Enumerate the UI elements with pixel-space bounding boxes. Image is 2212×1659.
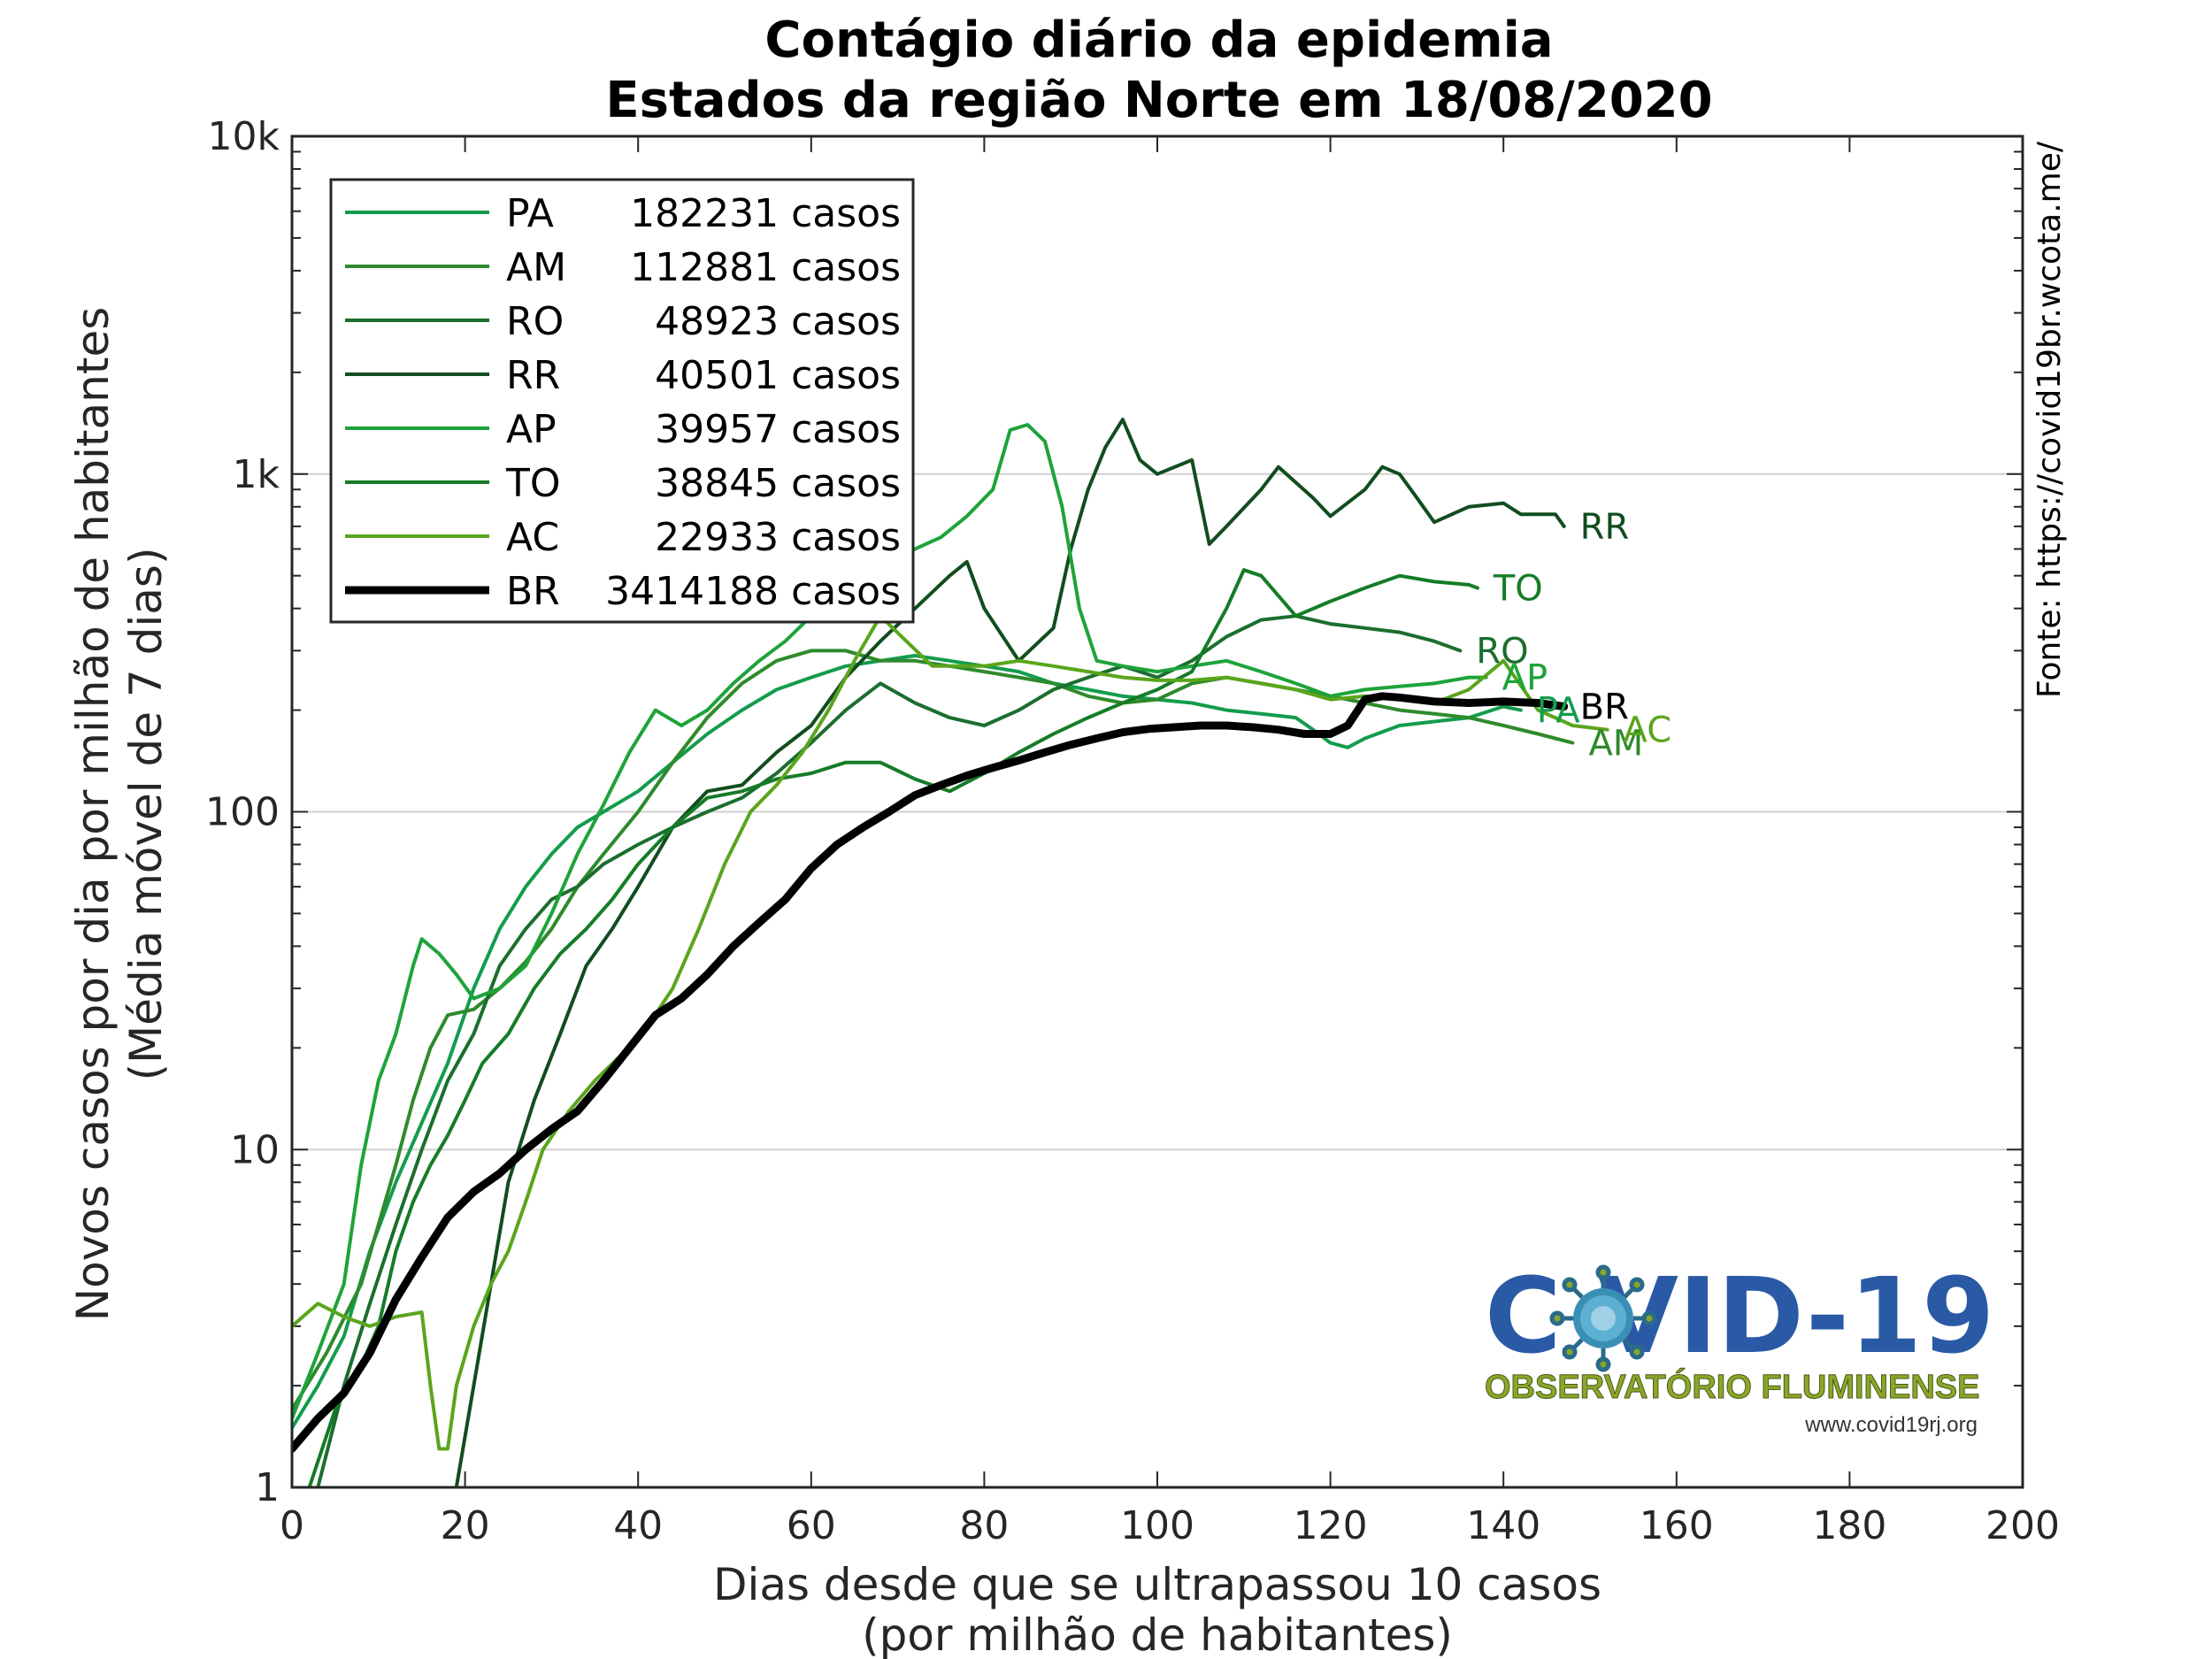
x-tick-label: 80: [959, 1503, 1009, 1548]
x-tick-label: 20: [441, 1503, 490, 1548]
legend-name-br: BR: [506, 569, 560, 614]
ticks: [291, 136, 2024, 1488]
legend-cases-ap: 39957 casos: [655, 407, 901, 452]
logo-url: www.covid19rj.org: [1804, 1413, 1978, 1437]
y-tick-label: 10: [230, 1127, 280, 1172]
end-label-ap: AP: [1502, 658, 1548, 699]
x-axis-label-line2: (por milhão de habitantes): [862, 1609, 1453, 1659]
legend-name-am: AM: [506, 245, 566, 290]
legend-cases-to: 38845 casos: [655, 461, 901, 506]
legend-cases-ac: 22933 casos: [655, 515, 901, 560]
x-axis-label: Dias desde que se ultrapassou 10 casos: [713, 1559, 1601, 1610]
legend-name-pa: PA: [506, 191, 554, 236]
legend-name-ap: AP: [506, 407, 557, 452]
x-tick-label: 40: [613, 1503, 663, 1548]
legend-cases-ro: 48923 casos: [655, 299, 901, 344]
legend-cases-rr: 40501 casos: [655, 353, 901, 398]
series-line-to: [307, 568, 1479, 1487]
x-tick-label: 140: [1466, 1503, 1540, 1548]
y-tick-label: 100: [205, 790, 280, 835]
end-label-pa: PA: [1537, 691, 1581, 732]
chart-title: Contágio diário da epidemia: [764, 12, 1553, 69]
legend-cases-am: 112881 casos: [630, 245, 901, 290]
x-tick-label: 60: [787, 1503, 836, 1548]
covid19-logo: C VID-19 OBSERVATÓRIO FLUMINENSE www.cov…: [1485, 1255, 1995, 1437]
chart-subtitle: Estados da região Norte em 18/08/2020: [605, 72, 1712, 129]
y-tick-label: 1k: [233, 452, 280, 497]
virus-icon: [1549, 1264, 1657, 1372]
series-line-br: [292, 692, 1569, 1453]
series-line-ac: [292, 614, 1609, 1451]
end-label-rr: RR: [1580, 507, 1630, 548]
end-label-to: TO: [1493, 568, 1543, 609]
legend-box: [329, 178, 915, 624]
series-line-pa: [292, 654, 1523, 1430]
logo-subtitle: OBSERVATÓRIO FLUMINENSE: [1485, 1367, 1979, 1406]
end-label-ac: AC: [1624, 710, 1672, 751]
legend-name-rr: RR: [506, 353, 560, 398]
y-axis-label: Novos casos por dia por milhão de habita…: [67, 307, 119, 1322]
plot-frame: [290, 134, 2024, 1489]
legend: PA 182231 casos AM 112881 casos RO 48923 caso…: [329, 178, 915, 624]
legend-cases-br: 3414188 casos: [605, 569, 901, 614]
x-tick-label: 180: [1812, 1503, 1886, 1548]
x-tick-label: 100: [1120, 1503, 1194, 1548]
legend-name-ro: RO: [506, 299, 564, 344]
x-tick-label: 160: [1640, 1503, 1714, 1548]
tick-labels: 1 10 100 1k 10k 0 20 40 60 80 100 120 140 160 180 200: [205, 114, 2060, 1548]
x-tick-label: 120: [1294, 1503, 1368, 1548]
end-label-br: BR: [1580, 687, 1629, 727]
legend-name-ac: AC: [506, 515, 559, 560]
source-note: Fonte: https://covid19br.wcota.me/: [2032, 141, 2068, 698]
y-axis-label-line2: (Média móvel de 7 dias): [120, 548, 172, 1081]
y-tick-label: 10k: [208, 114, 280, 159]
legend-cases-pa: 182231 casos: [630, 191, 901, 236]
x-tick-label: 200: [1985, 1503, 2060, 1548]
end-label-am: AM: [1588, 724, 1643, 764]
legend-name-to: TO: [505, 461, 561, 506]
x-tick-label: 0: [280, 1503, 304, 1548]
y-tick-label: 1: [255, 1465, 280, 1510]
series-line-ro: [316, 614, 1463, 1487]
end-label-ro: RO: [1476, 631, 1528, 672]
